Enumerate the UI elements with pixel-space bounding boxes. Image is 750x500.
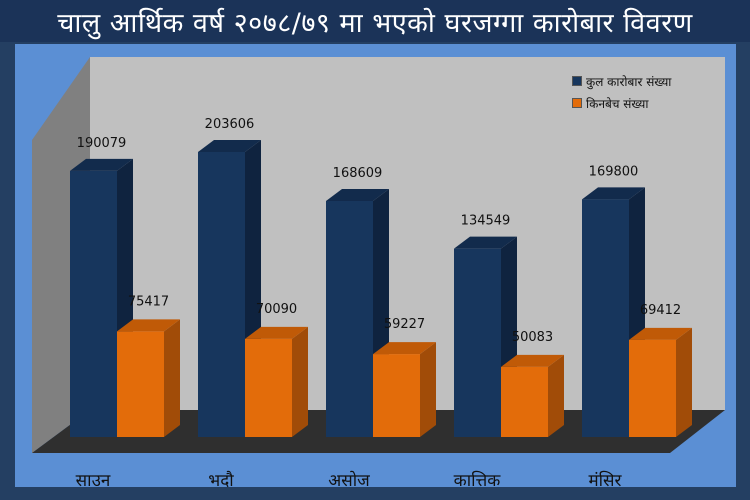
legend-label-total: कुल कारोबार संख्या [586, 74, 672, 89]
legend: कुल कारोबार संख्या किनबेच संख्या [572, 70, 671, 114]
bar-total [198, 152, 245, 437]
data-label: 50083 [512, 330, 553, 345]
bar-sale [245, 338, 292, 437]
data-label: 70090 [256, 302, 297, 317]
data-labels-group: 190079 75417 203606 70090 168609 59227 134549 5… [77, 117, 682, 345]
data-label: 203606 [205, 117, 255, 132]
x-tick-label: कात्तिक [453, 471, 501, 491]
bar-sale-side [164, 319, 180, 437]
x-tick-label: मंसिर [588, 471, 622, 491]
bar-total-top [582, 187, 645, 200]
bar-sale-top [373, 342, 436, 355]
bar-total-top [454, 236, 517, 249]
bar-sale [373, 354, 420, 437]
bar-sale [629, 339, 676, 437]
bar-sale-side [420, 342, 436, 437]
bar-sale [117, 331, 164, 437]
legend-swatch-sale [572, 98, 582, 108]
bar-sale-side [548, 354, 564, 437]
title-bar: चालु आर्थिक वर्ष २०७८/७९ मा भएको घरजग्गा… [0, 0, 750, 42]
data-label: 75417 [128, 294, 169, 309]
data-label: 134549 [461, 214, 511, 229]
bar-total [454, 248, 501, 437]
data-label: 169800 [589, 164, 639, 179]
x-tick-label: साउन [75, 471, 111, 491]
legend-item-total: कुल कारोबार संख्या [572, 70, 671, 92]
x-tick-label: असोज [328, 471, 370, 491]
data-label: 168609 [333, 166, 383, 181]
data-label: 190079 [77, 136, 127, 151]
data-label: 59227 [384, 317, 425, 332]
bar-total [582, 199, 629, 437]
bar-total [326, 200, 373, 437]
bar-sale-top [629, 327, 692, 340]
bar-sale-top [501, 354, 564, 367]
bar-total [70, 170, 117, 438]
bar-sale-top [117, 319, 180, 332]
legend-swatch-total [572, 76, 582, 86]
bar-sale-side [676, 327, 692, 437]
bar-sale-side [292, 326, 308, 437]
bars-group [70, 140, 692, 438]
bar-total-top [198, 140, 261, 152]
bar-sale [501, 366, 548, 437]
legend-label-sale: किनबेच संख्या [586, 96, 649, 111]
bar-sale-top [245, 326, 308, 339]
legend-item-sale: किनबेच संख्या [572, 92, 671, 114]
chart-title: चालु आर्थिक वर्ष २०७८/७९ मा भएको घरजग्गा… [57, 7, 693, 39]
bar-total-top [326, 188, 389, 201]
bar-total-top [70, 158, 133, 171]
data-label: 69412 [640, 303, 681, 318]
x-tick-label: भदौ [208, 471, 234, 491]
